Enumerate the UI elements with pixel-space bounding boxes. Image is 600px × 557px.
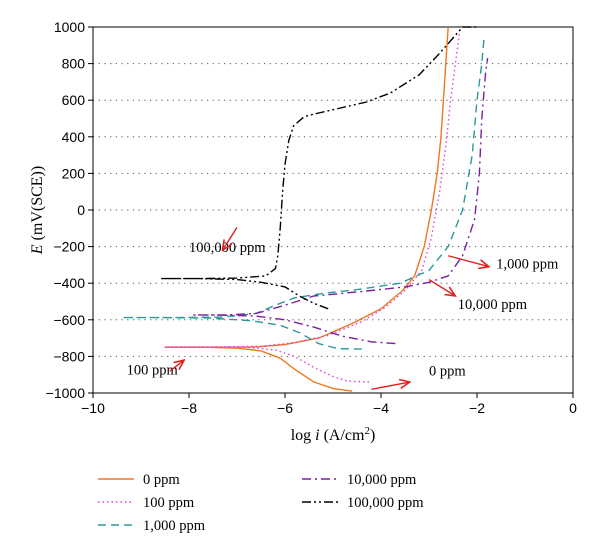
legend-label-2: 1,000 ppm [143,518,206,534]
annotation-label-2: 10,000 ppm [458,297,528,313]
annotation-arrow-0 [223,227,238,250]
y-tick-label-0: 1000 [54,19,85,35]
annotation-label-4: 0 ppm [429,364,466,380]
y-axis-label-var: E [29,240,46,255]
legend-label-0: 0 ppm [143,472,180,488]
annotation-arrow-4 [371,382,409,391]
legend-label-4: 100,000 ppm [347,495,424,511]
x-axis-label-var: i [315,427,323,444]
y-tick-label-3: 400 [62,129,86,145]
series-line-0 [164,26,449,392]
x-tick-label-0: −10 [81,400,105,416]
series-line-4 [159,26,477,310]
y-tick-label-10: −1000 [46,385,86,401]
x-tick-label-4: −2 [469,400,485,416]
legend-label-3: 10,000 ppm [347,472,417,488]
y-tick-label-5: 0 [77,202,85,218]
x-axis-label: log i (A/cm2) [291,425,376,444]
annotation-arrow-1 [448,255,489,267]
y-axis-label-unit: (mV(SCE)) [29,166,46,241]
y-tick-label-2: 600 [62,92,86,108]
x-tick-label-2: −6 [277,400,293,416]
x-axis-label-sup: 2 [364,425,370,437]
x-tick-label-1: −8 [181,400,197,416]
y-tick-label-7: −400 [53,275,85,291]
series-line-2 [121,36,485,350]
x-axis-label-close: ) [370,427,375,444]
y-tick-label-1: 800 [62,56,86,72]
annotation-arrow-3 [169,360,184,372]
series-line-1 [164,26,461,383]
x-tick-label-3: −4 [373,400,389,416]
y-tick-label-6: −200 [53,239,85,255]
x-axis-label-log: log [291,427,315,444]
series-line-3 [193,58,489,345]
legend-label-1: 100 ppm [143,495,195,511]
x-axis-label-unit: (A/cm [324,427,365,444]
annotation-arrow-2 [428,278,455,296]
y-axis-label: E (mV(SCE)) [29,166,46,255]
annotation-label-1: 1,000 ppm [496,257,559,273]
y-tick-label-9: −800 [53,348,85,364]
y-tick-label-4: 200 [62,165,86,181]
annotation-label-3: 100 ppm [127,363,179,379]
x-tick-label-5: 0 [569,400,577,416]
y-tick-label-8: −600 [53,312,85,328]
